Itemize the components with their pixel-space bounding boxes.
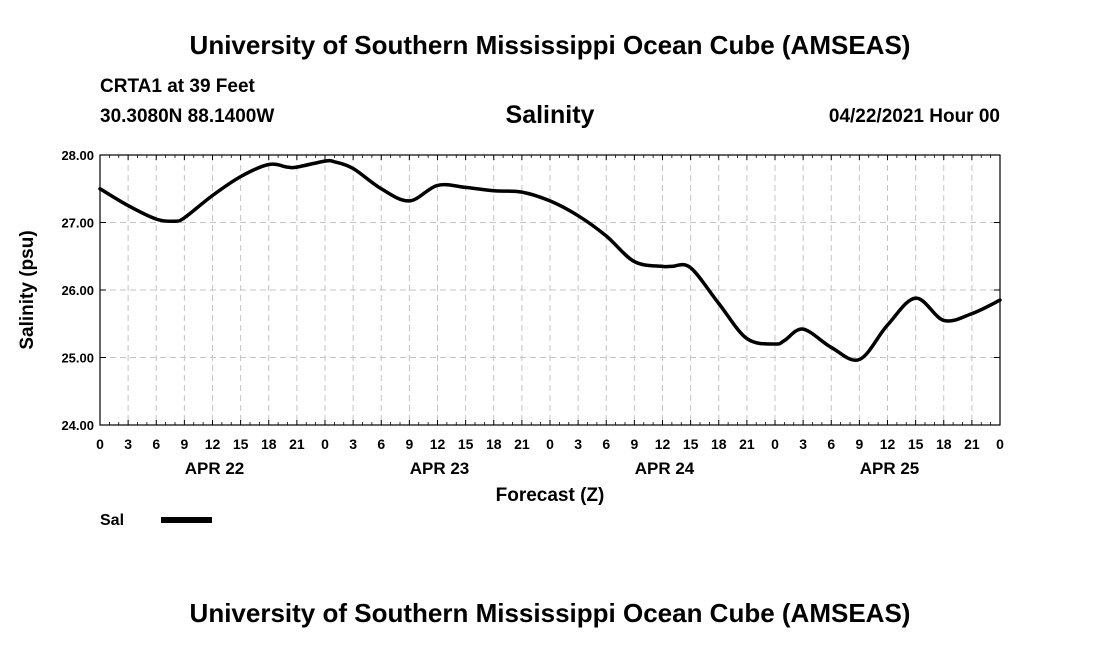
x-tick-label: 6 — [152, 436, 160, 452]
station-label: CRTA1 at 39 Feet — [100, 76, 255, 97]
x-tick-label: 9 — [180, 436, 188, 452]
y-tick-label: 26.00 — [61, 283, 94, 298]
footer-title: University of Southern Mississippi Ocean… — [189, 598, 911, 628]
x-tick-label: 0 — [546, 436, 554, 452]
station-coordinates: 30.3080N 88.1400W — [100, 106, 275, 127]
x-tick-label: 0 — [771, 436, 779, 452]
x-tick-label: 12 — [880, 436, 896, 452]
legend: Sal — [100, 512, 212, 529]
x-tick-label: 18 — [936, 436, 952, 452]
x-axis-title: Forecast (Z) — [496, 485, 605, 506]
y-tick-label: 28.00 — [61, 148, 94, 163]
x-tick-label: 15 — [233, 436, 249, 452]
x-tick-label: 3 — [799, 436, 807, 452]
series-line-sal — [98, 158, 1002, 362]
x-tick-label: 18 — [486, 436, 502, 452]
forecast-datetime: 04/22/2021 Hour 00 — [828, 106, 1000, 127]
y-tick-label: 24.00 — [61, 418, 94, 433]
x-tick-label: 12 — [655, 436, 671, 452]
x-tick-label: 9 — [405, 436, 413, 452]
x-tick-label: 15 — [683, 436, 699, 452]
x-tick-label: 18 — [711, 436, 727, 452]
x-tick-label: 0 — [96, 436, 104, 452]
x-tick-label: 9 — [855, 436, 863, 452]
x-tick-label: 18 — [261, 436, 277, 452]
grid-lines — [100, 155, 1000, 425]
x-tick-label: 12 — [205, 436, 221, 452]
axis-ticks — [99, 154, 1001, 426]
legend-label-sal: Sal — [100, 512, 124, 529]
x-tick-label: 0 — [321, 436, 329, 452]
chart-title: Salinity — [505, 101, 595, 129]
x-tick-label: 6 — [602, 436, 610, 452]
series-layer — [98, 158, 1002, 362]
page-title: University of Southern Mississippi Ocean… — [189, 30, 911, 60]
x-tick-label: 3 — [349, 436, 357, 452]
y-tick-label: 25.00 — [61, 351, 94, 366]
y-tick-label: 27.00 — [61, 216, 94, 231]
x-tick-label: 6 — [377, 436, 385, 452]
x-tick-label: 15 — [908, 436, 924, 452]
x-tick-label: 0 — [996, 436, 1004, 452]
y-axis-title: Salinity (psu) — [17, 230, 38, 349]
x-tick-label: 15 — [458, 436, 474, 452]
x-tick-label: 3 — [574, 436, 582, 452]
x-tick-label: 21 — [289, 436, 305, 452]
x-tick-label: 9 — [630, 436, 638, 452]
x-tick-label: 21 — [739, 436, 755, 452]
x-day-label: APR 22 — [185, 459, 245, 478]
x-day-label: APR 25 — [860, 459, 920, 478]
x-tick-label: 6 — [827, 436, 835, 452]
x-day-label: APR 24 — [635, 459, 695, 478]
x-day-label: APR 23 — [410, 459, 470, 478]
x-tick-label: 21 — [964, 436, 980, 452]
x-tick-label: 3 — [124, 436, 132, 452]
x-tick-label: 12 — [430, 436, 446, 452]
axis-labels: 0 3 6 9 12 15 18 21 0 3 6 9 12 15 18 21 0 3 6 9 12 15 18 21 0 3 6 9… — [61, 148, 1004, 478]
x-tick-label: 21 — [514, 436, 530, 452]
